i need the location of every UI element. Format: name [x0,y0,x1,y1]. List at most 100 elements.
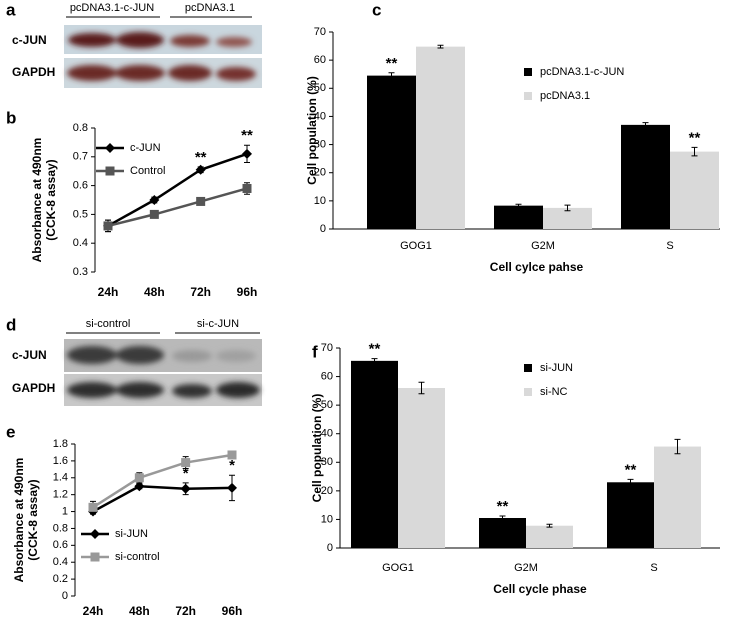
marker [103,221,113,231]
group-label: pcDNA3.1-c-JUN [70,2,154,14]
legend-swatch [524,92,532,100]
y-tick-label: 70 [314,26,326,38]
legend-swatch [524,388,532,396]
error-bar [691,146,698,157]
line [107,152,248,228]
y-tick-label: 0.5 [73,208,88,220]
panel-letter: c [372,0,381,19]
row-label: c-JUN [12,348,47,362]
error-bar [564,204,571,212]
marker [242,148,252,159]
error-bar [437,44,444,49]
panel-letter: a [6,0,16,19]
chart-f: f Cell population (%) 0 10 20 30 40 50 60 70 GOG1 G… [310,341,720,596]
y-axis-title: Cell population (%) [305,76,319,185]
bar [543,207,592,229]
marker [88,502,98,512]
y-axis-title: Absorbance at 490nm [12,458,26,583]
y-axis-title: Cell population (%) [310,394,324,503]
legend-label: c-JUN [130,142,161,154]
y-tick-label: 0 [62,590,68,602]
y-tick-label: 30 [321,456,333,468]
marker [105,166,115,176]
bar [670,151,719,229]
y-tick-label: 1.2 [53,489,68,501]
blot-panel-d: d si-control si-c-JUN c-JUN GAPDH [6,315,262,406]
y-tick-label: 0.6 [53,539,68,551]
legend-label: si-NC [540,386,568,398]
y-axis-title: Absorbance at 490nm [30,138,44,263]
chart-e: e Absorbance at 490nm (CCK-8 assay) 0 0.2 0.4… [6,422,242,618]
marker [134,481,145,492]
x-tick-label: GOG1 [400,240,432,252]
x-tick-label: 72h [175,604,196,618]
marker [180,483,191,494]
line [92,453,233,509]
line [92,484,233,513]
bar [654,446,701,548]
error-bar [418,381,425,395]
legend-label: Control [130,165,165,177]
y-axis-title: (CCK-8 assay) [26,479,40,560]
y-tick-label: 0.3 [73,266,88,278]
line [107,187,248,228]
x-tick-label: 48h [129,604,150,618]
y-tick-label: 0.2 [53,573,68,585]
legend-swatch [524,364,532,372]
y-tick-label: 0.8 [73,122,88,134]
annotation: ** [625,461,637,478]
marker [195,164,206,175]
y-tick-label: 40 [321,428,333,440]
error-bar [642,122,649,128]
x-tick-label: S [666,240,673,252]
bar [621,124,670,229]
y-tick-label: 0 [320,223,326,235]
bar [494,205,543,229]
annotation: ** [195,149,207,166]
bands [67,32,256,81]
x-tick-label: 24h [83,604,104,618]
bar [351,360,398,548]
marker [242,183,252,193]
annotation: ** [241,127,253,144]
marker [149,209,159,219]
row-label: c-JUN [12,33,47,47]
y-axis-title: (CCK-8 assay) [44,159,58,240]
blot-panel-a: a pcDNA3.1-c-JUN pcDNA3.1 c-JUN GAPDH [6,0,262,88]
x-tick-label: 96h [222,604,243,618]
x-tick-label: 24h [98,285,119,299]
marker [227,450,237,460]
bar [607,482,654,548]
chart-c: c Cell population (%) 0 10 20 30 40 50 60 70 GOG1 G… [305,0,720,274]
marker [105,143,115,153]
marker [181,458,191,468]
error-bar [627,478,634,486]
x-tick-label: 72h [190,285,211,299]
marker [227,482,237,493]
legend-label: si-JUN [115,528,148,540]
y-tick-label: 10 [314,195,326,207]
chart-b: b Absorbance at 490nm (CCK-8 assay) 0.3 0.4 0… [6,108,257,299]
y-tick-label: 30 [314,138,326,150]
annotation: * [229,457,235,474]
y-tick-label: 50 [314,82,326,94]
marker [90,552,100,562]
x-tick-label: 96h [237,285,258,299]
annotation: ** [369,341,381,358]
bar [526,525,573,548]
y-tick-label: 0 [327,542,333,554]
annotation: ** [386,55,398,72]
legend-label: pcDNA3.1 [540,90,590,102]
y-tick-label: 50 [321,399,333,411]
error-bar [499,515,506,521]
y-tick-label: 60 [314,54,326,66]
y-tick-label: 0.4 [73,237,88,249]
y-tick-label: 60 [321,370,333,382]
panel-letter: b [6,108,16,127]
group-label: si-c-JUN [197,318,239,330]
panel-letter: f [312,342,318,361]
bands [67,346,260,398]
y-tick-label: 20 [321,485,333,497]
error-bar [674,438,681,455]
